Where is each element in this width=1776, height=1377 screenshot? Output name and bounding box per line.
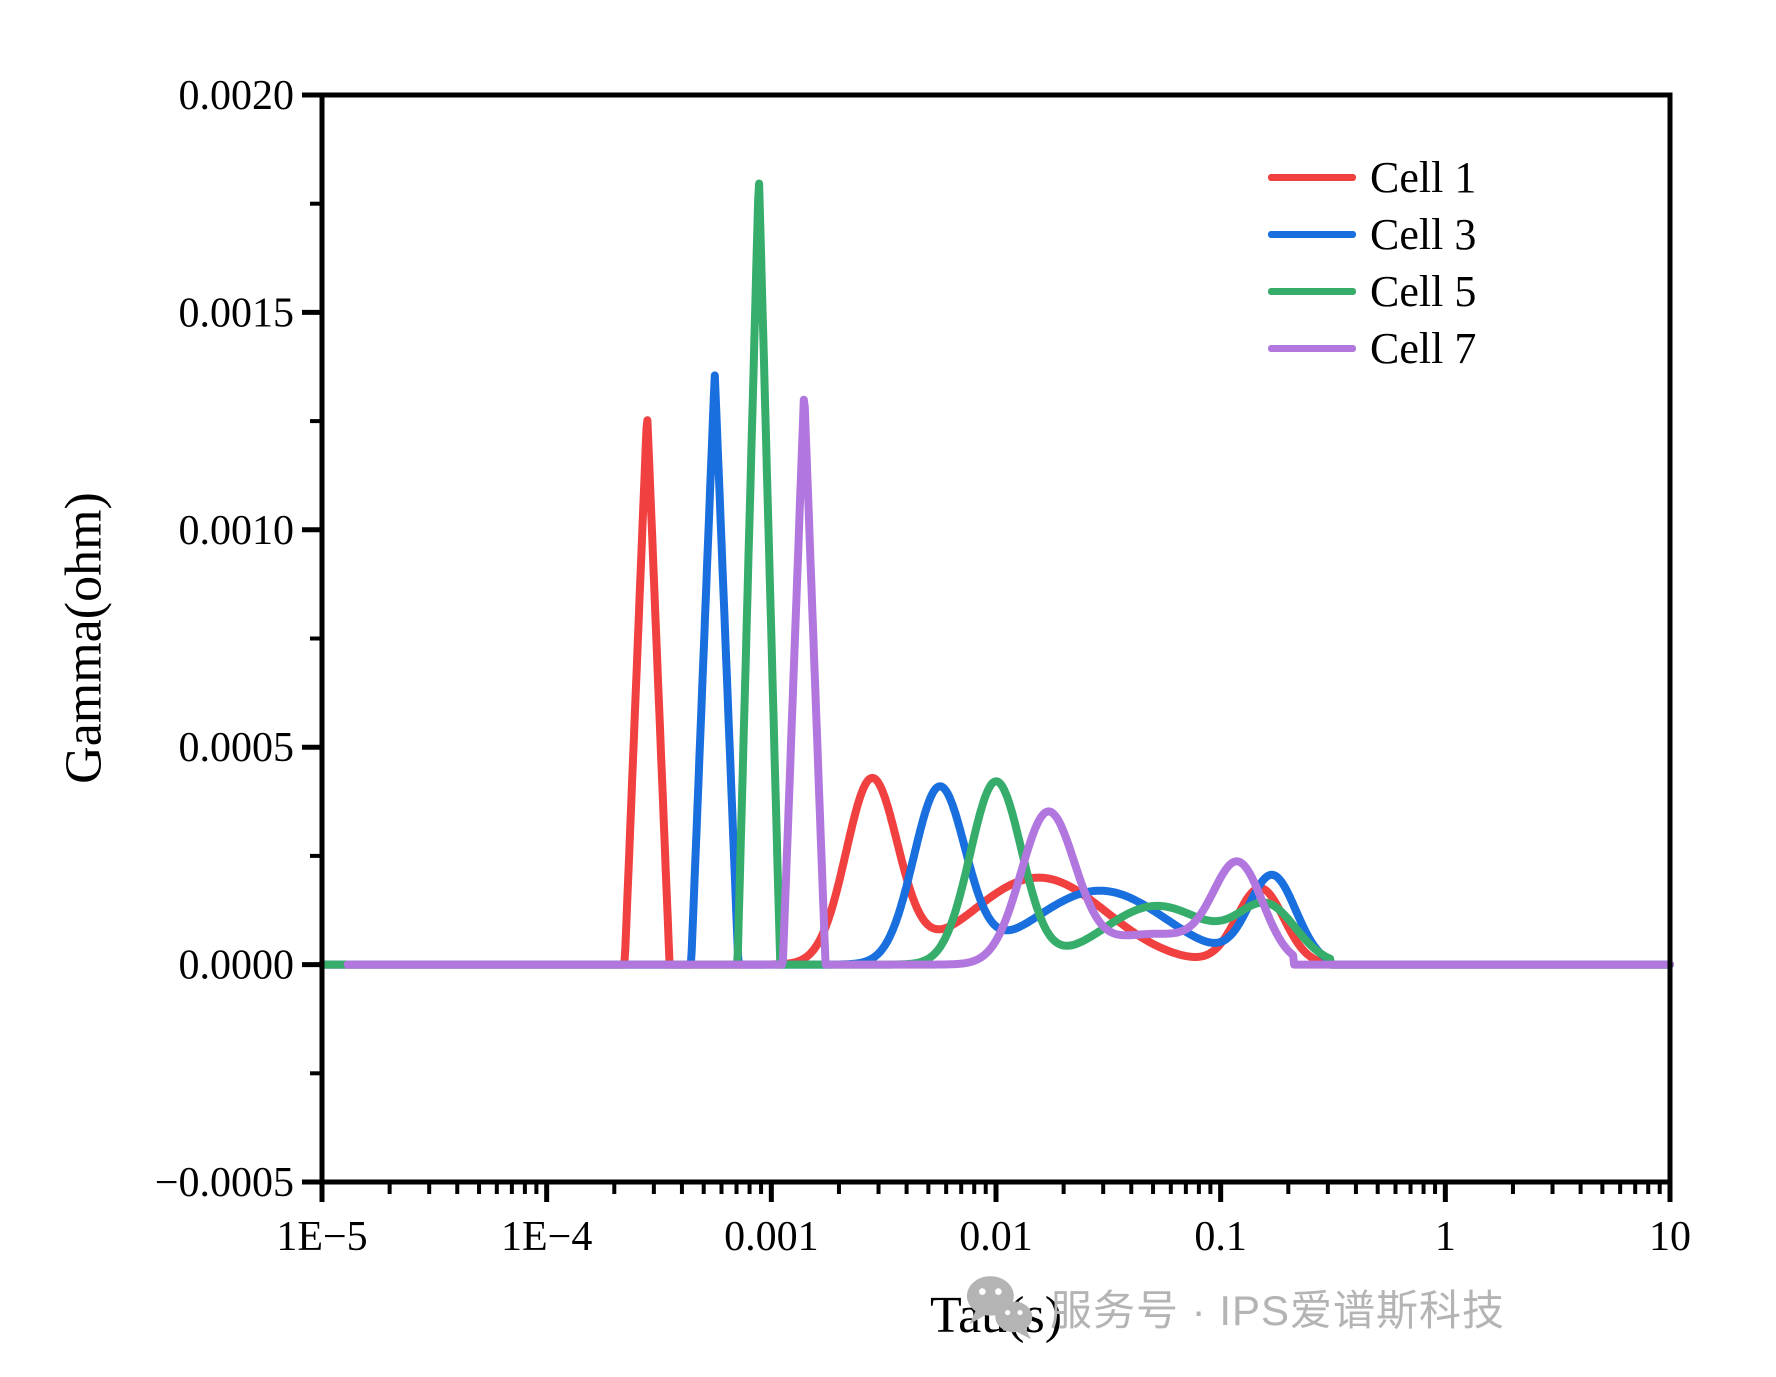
series-line-cell-3 (318, 371, 1674, 969)
legend: Cell 1 Cell 3 Cell 5 Cell 7 (1268, 149, 1476, 377)
legend-label: Cell 3 (1370, 209, 1477, 259)
legend-item-cell-1: Cell 1 (1268, 149, 1476, 206)
y-tick-label: 0.0005 (179, 725, 295, 771)
watermark: 服务号 · IPS爱谱斯科技 (962, 1270, 1505, 1344)
legend-line-swatch (1268, 345, 1356, 352)
x-tick-label: 1E−5 (276, 1214, 367, 1260)
y-tick-label: −0.0005 (155, 1160, 294, 1206)
legend-item-cell-3: Cell 3 (1268, 206, 1476, 263)
series-line-cell-7 (343, 395, 1674, 969)
x-tick-label: 1 (1435, 1214, 1456, 1260)
x-tick-label: 10 (1649, 1214, 1691, 1260)
legend-label: Cell 5 (1370, 266, 1477, 316)
x-tick-label: 0.001 (724, 1214, 819, 1260)
x-tick-label: 1E−4 (501, 1214, 592, 1260)
legend-line-swatch (1268, 174, 1356, 181)
x-tick-label: 0.1 (1194, 1214, 1247, 1260)
y-tick-label: 0.0000 (179, 943, 295, 989)
y-axis-title: Gamma(ohm) (55, 492, 113, 784)
y-tick-label: 0.0020 (179, 73, 295, 119)
wechat-icon (966, 1276, 1033, 1340)
legend-label: Cell 7 (1370, 323, 1477, 373)
watermark-text: 服务号 · IPS爱谱斯科技 (1050, 1286, 1506, 1334)
legend-line-swatch (1268, 231, 1356, 238)
y-tick-label: 0.0010 (179, 508, 295, 554)
legend-item-cell-7: Cell 7 (1268, 320, 1476, 377)
legend-item-cell-5: Cell 5 (1268, 263, 1476, 320)
legend-label: Cell 1 (1370, 152, 1477, 202)
x-tick-label: 0.01 (959, 1214, 1033, 1260)
legend-line-swatch (1268, 288, 1356, 295)
y-tick-label: 0.0015 (179, 290, 295, 336)
series-line-cell-1 (318, 416, 1674, 969)
